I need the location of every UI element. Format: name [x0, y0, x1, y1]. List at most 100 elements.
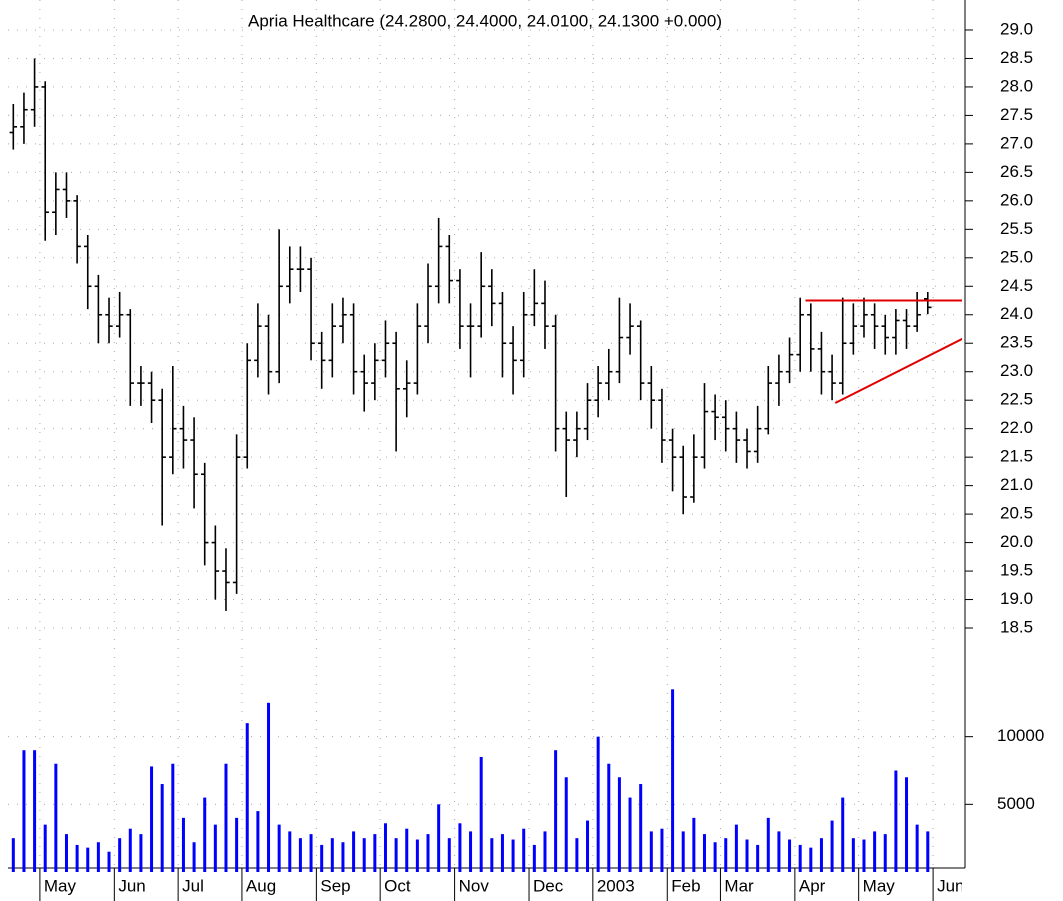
volume-bar	[830, 820, 834, 872]
volume-bar	[320, 844, 324, 872]
y-tick-label: 20.0	[1000, 532, 1033, 551]
volume-bar	[724, 838, 728, 872]
volume-bar	[713, 842, 717, 872]
x-tick-label: Nov	[459, 876, 490, 895]
volume-bar	[267, 702, 271, 872]
volume-bar	[873, 831, 877, 872]
y-tick-label: 28.0	[1000, 76, 1033, 95]
y-tick-label: 24.5	[1000, 276, 1033, 295]
volume-bar	[883, 834, 887, 872]
volume-bar	[405, 828, 409, 872]
volume-bar	[819, 838, 823, 872]
volume-bar	[139, 834, 143, 872]
x-tick-label: Dec	[533, 876, 564, 895]
volume-bar	[894, 770, 898, 872]
volume-bar	[330, 838, 334, 872]
volume-bar	[851, 838, 855, 872]
volume-bar	[86, 847, 90, 872]
volume-bar	[628, 797, 632, 872]
volume-bar	[511, 839, 515, 872]
x-tick-label: Apr	[799, 876, 826, 895]
volume-bar	[213, 824, 217, 872]
volume-bar	[288, 831, 292, 872]
x-tick-label: Jun	[937, 876, 964, 895]
volume-bar	[777, 831, 781, 872]
volume-bar	[277, 824, 281, 872]
volume-bar	[309, 834, 313, 872]
volume-bar	[756, 844, 760, 872]
volume-bar	[490, 838, 494, 872]
y2-tick-label: 10000	[997, 726, 1044, 745]
volume-bar	[426, 834, 430, 872]
y-tick-label: 27.0	[1000, 133, 1033, 152]
x-tick-label: Mar	[724, 876, 754, 895]
y-tick-label: 26.0	[1000, 190, 1033, 209]
volume-bar	[532, 844, 536, 872]
volume-bar	[54, 763, 58, 872]
volume-bar	[681, 831, 685, 872]
volume-bar	[745, 839, 749, 872]
y-tick-label: 22.5	[1000, 390, 1033, 409]
volume-bar	[150, 766, 154, 872]
y-tick-label: 24.0	[1000, 304, 1033, 323]
volume-bar	[734, 824, 738, 872]
volume-bar	[118, 838, 122, 872]
volume-bar	[458, 823, 462, 872]
y-tick-label: 22.0	[1000, 418, 1033, 437]
chart-title: Apria Healthcare (24.2800, 24.4000, 24.0…	[248, 11, 722, 30]
volume-bar	[415, 839, 419, 872]
volume-bar	[373, 834, 377, 872]
volume-bar	[203, 797, 207, 872]
volume-bar	[437, 804, 441, 872]
x-tick-label: Aug	[246, 876, 276, 895]
y-tick-label: 25.0	[1000, 247, 1033, 266]
volume-bar	[915, 824, 919, 872]
volume-bar	[479, 756, 483, 872]
x-tick-label: Jun	[118, 876, 145, 895]
volume-bar	[841, 797, 845, 872]
plot: May Jun Jul Aug Sep Oct Nov Dec 2003 Feb Mar Apr May…	[8, 0, 964, 901]
volume-bar	[554, 750, 558, 872]
y-tick-label: 23.0	[1000, 361, 1033, 380]
x-tick-label: 2003	[597, 876, 635, 895]
volume-bar	[64, 834, 68, 872]
volume-bar	[362, 838, 366, 872]
volume-bar	[862, 839, 866, 872]
volume-bar	[107, 851, 111, 872]
volume-bar	[500, 834, 504, 872]
trendline	[834, 337, 962, 404]
x-tick-label: Oct	[384, 876, 411, 895]
volume-bar	[798, 844, 802, 872]
volume-bar	[586, 820, 590, 872]
volume-bar	[607, 763, 611, 872]
y-tick-label: 27.5	[1000, 105, 1033, 124]
volume-bar	[160, 784, 164, 872]
volume-bar	[383, 823, 387, 872]
volume-bar	[341, 842, 345, 872]
volume-bar	[522, 828, 526, 872]
volume-bar	[447, 838, 451, 872]
volume-bar	[766, 817, 770, 872]
volume-bar	[564, 777, 568, 872]
volume-bar	[75, 844, 79, 872]
volume-bar	[617, 777, 621, 872]
y-tick-label: 23.5	[1000, 333, 1033, 352]
volume-bar	[22, 750, 26, 872]
x-tick-label: Sep	[320, 876, 350, 895]
x-tick-label: Jul	[182, 876, 204, 895]
volume-bar	[596, 736, 600, 872]
y2-tick-label: 5000	[997, 794, 1035, 813]
volume-bar	[33, 750, 37, 872]
volume-bar	[128, 828, 132, 872]
volume-bar	[11, 838, 15, 872]
volume-bar	[692, 817, 696, 872]
y-tick-label: 19.0	[1000, 589, 1033, 608]
volume-bar	[394, 838, 398, 872]
volume-bar	[181, 817, 185, 872]
volume-bar	[96, 842, 100, 872]
volume-bar	[43, 824, 47, 872]
volume-bar	[809, 847, 813, 872]
y-tick-label: 19.5	[1000, 561, 1033, 580]
